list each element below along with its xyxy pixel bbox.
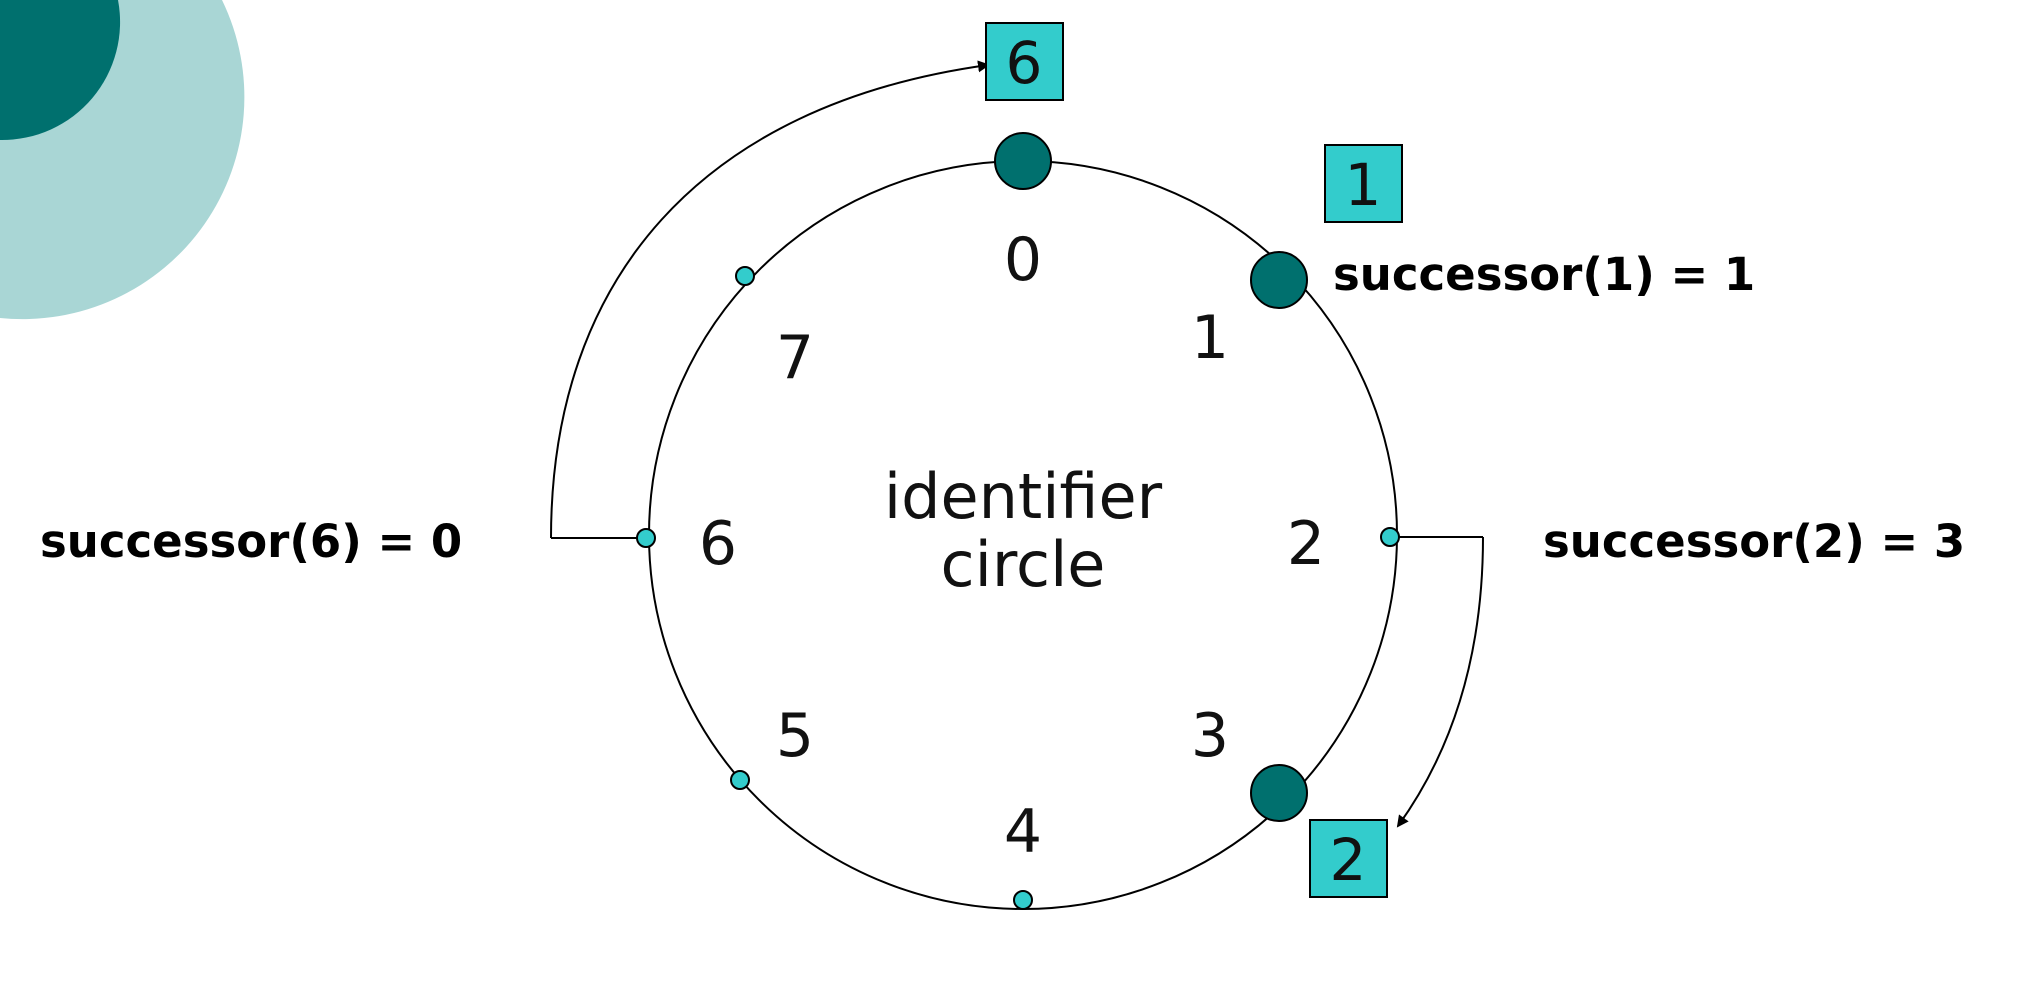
identifier-label-2: 2 [1287, 509, 1325, 579]
identifier-point-4 [1013, 890, 1033, 910]
identifier-point-5 [730, 770, 750, 790]
arrow-successor-2 [1396, 536, 1484, 828]
identifier-label-6: 6 [699, 509, 737, 579]
center-label-line-1: identifier [884, 460, 1163, 533]
identifier-label-4: 4 [1004, 797, 1042, 867]
corner-decoration-dark [0, 0, 121, 141]
node-0 [994, 132, 1052, 190]
identifier-label-5: 5 [776, 701, 814, 771]
identifier-label-3: 3 [1191, 701, 1229, 771]
key-label-2: 2 [1330, 826, 1367, 894]
identifier-label-0: 0 [1004, 225, 1042, 295]
identifier-point-7 [735, 266, 755, 286]
successor-label-1: successor(1) = 1 [1333, 248, 1755, 301]
key-box-1: 1 [1324, 144, 1403, 223]
key-box-6: 6 [985, 22, 1064, 101]
successor-label-6: successor(6) = 0 [40, 515, 462, 568]
identifier-point-2 [1380, 527, 1400, 547]
identifier-label-7: 7 [776, 323, 814, 393]
key-label-1: 1 [1345, 151, 1382, 219]
center-label-line-2: circle [941, 528, 1106, 601]
node-3 [1250, 764, 1308, 822]
node-1 [1250, 251, 1308, 309]
key-label-6: 6 [1006, 29, 1043, 97]
arrow-successor-6 [550, 60, 990, 539]
key-box-2: 2 [1309, 819, 1388, 898]
identifier-point-6 [636, 528, 656, 548]
identifier-label-1: 1 [1191, 303, 1229, 373]
successor-label-2: successor(2) = 3 [1543, 515, 1965, 568]
